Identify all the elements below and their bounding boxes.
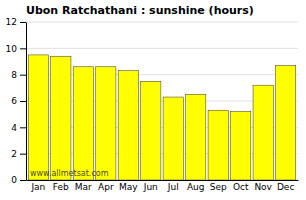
x-tick: Aug	[187, 182, 205, 192]
x-tick-label: Mar	[75, 182, 92, 192]
grid-line	[26, 48, 298, 49]
x-tick-label: Feb	[53, 182, 69, 192]
watermark: www.allmetsat.com	[30, 169, 109, 178]
x-tick-label: Jul	[167, 182, 179, 192]
x-tick: Feb	[53, 182, 69, 192]
y-axis-line	[26, 23, 27, 181]
x-tick-label: Oct	[233, 182, 249, 192]
bar	[141, 81, 161, 180]
y-tick-label: 6	[11, 96, 17, 106]
y-tick-mark	[20, 154, 26, 155]
x-tick-label: Sep	[210, 182, 227, 192]
y-tick: 12	[6, 17, 26, 27]
title: Ubon Ratchathani : sunshine (hours)	[26, 4, 254, 17]
bar	[253, 85, 273, 180]
x-tick: Nov	[254, 182, 272, 192]
x-tick-label: Nov	[254, 182, 272, 192]
y-tick: 0	[11, 175, 26, 185]
plot: 0 2 4 6 8 10 12 Jan Feb Mar Apr May Jun Jul Aug Sep Oct N…	[6, 17, 299, 192]
bar	[276, 65, 296, 180]
chart: 0 2 4 6 8 10 12 Jan Feb Mar Apr May Jun Jul Aug Sep Oct N…	[0, 0, 306, 200]
x-tick: Sep	[210, 182, 227, 192]
y-tick-label: 0	[11, 175, 17, 185]
y-tick: 10	[6, 44, 26, 54]
y-tick-label: 12	[6, 17, 17, 27]
x-tick-label: Aug	[187, 182, 205, 192]
x-tick: Jun	[143, 182, 158, 192]
bars	[28, 55, 296, 180]
x-tick-label: Apr	[98, 182, 114, 192]
bar	[231, 112, 251, 180]
y-tick-mark	[20, 101, 26, 102]
x-tick-label: Jan	[30, 182, 45, 192]
y-tick-label: 8	[11, 70, 17, 80]
x-tick: Dec	[277, 182, 294, 192]
bar	[186, 94, 206, 180]
y-tick: 8	[11, 70, 26, 80]
x-tick: Oct	[233, 182, 249, 192]
grid	[26, 22, 298, 180]
y-tick-mark	[20, 48, 26, 49]
y-tick-mark	[20, 127, 26, 128]
y-axis: 0 2 4 6 8 10 12	[6, 17, 27, 185]
x-tick: May	[119, 182, 138, 192]
y-tick-label: 10	[6, 44, 18, 54]
bar	[73, 67, 93, 180]
bar	[28, 55, 48, 180]
x-tick-label: Jun	[143, 182, 158, 192]
x-tick: Mar	[75, 182, 92, 192]
x-axis-line	[27, 180, 299, 181]
y-tick-mark	[20, 22, 26, 23]
x-tick-label: May	[119, 182, 138, 192]
y-tick: 4	[11, 123, 26, 133]
y-tick: 6	[11, 96, 26, 106]
grid-line	[26, 22, 298, 23]
y-tick-mark	[20, 180, 26, 181]
x-tick: Apr	[98, 182, 114, 192]
y-tick: 2	[11, 149, 26, 159]
y-tick-label: 4	[11, 123, 17, 133]
x-axis: Jan Feb Mar Apr May Jun Jul Aug Sep Oct Nov Dec	[27, 181, 299, 193]
x-tick-label: Dec	[277, 182, 294, 192]
bar	[51, 56, 71, 180]
y-tick-mark	[20, 75, 26, 76]
bar	[96, 67, 116, 180]
x-tick: Jan	[30, 182, 45, 192]
bar	[163, 97, 183, 180]
y-tick-label: 2	[11, 149, 17, 159]
bar	[208, 110, 228, 180]
bar	[118, 71, 138, 180]
x-tick: Jul	[167, 182, 179, 192]
